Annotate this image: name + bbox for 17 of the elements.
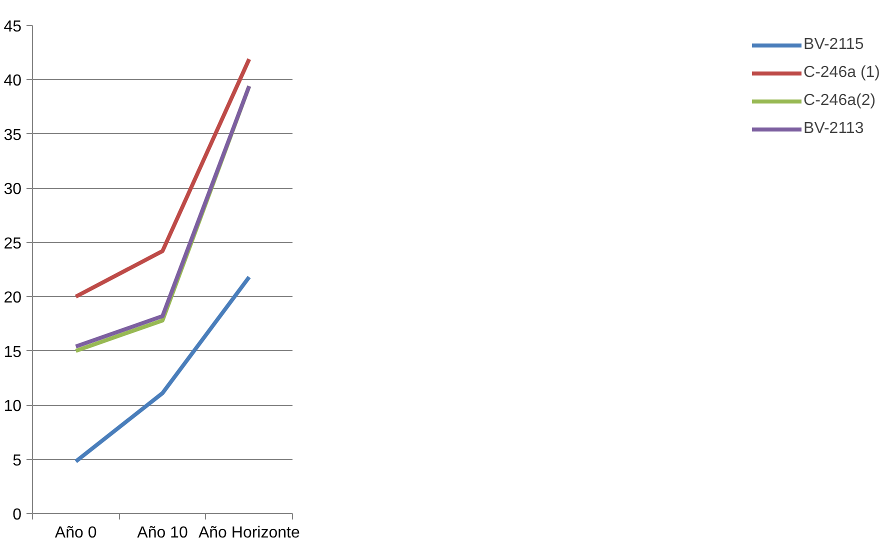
y-tick-label: 45 (4, 18, 22, 36)
legend-label: C-246a(2) (804, 92, 876, 110)
y-tick-label: 30 (4, 181, 22, 198)
y-tick-label: 35 (4, 126, 22, 144)
y-tick-label: 5 (12, 452, 22, 470)
y-tick-label: 15 (4, 344, 22, 361)
x-tick-label: Año Horizonte (198, 524, 300, 542)
x-tick-label: Año 0 (54, 524, 97, 542)
legend-label: BV-2115 (804, 36, 864, 54)
legend-label: BV-2113 (804, 120, 864, 138)
y-tick-label: 10 (4, 398, 22, 416)
legend-label: C-246a (1) (804, 64, 880, 82)
y-tick-label: 25 (4, 235, 22, 252)
y-tick-label: 40 (4, 72, 22, 90)
y-tick-label: 20 (4, 290, 22, 307)
x-tick-label: Año 10 (137, 524, 188, 542)
y-tick-label: 0 (12, 506, 22, 524)
